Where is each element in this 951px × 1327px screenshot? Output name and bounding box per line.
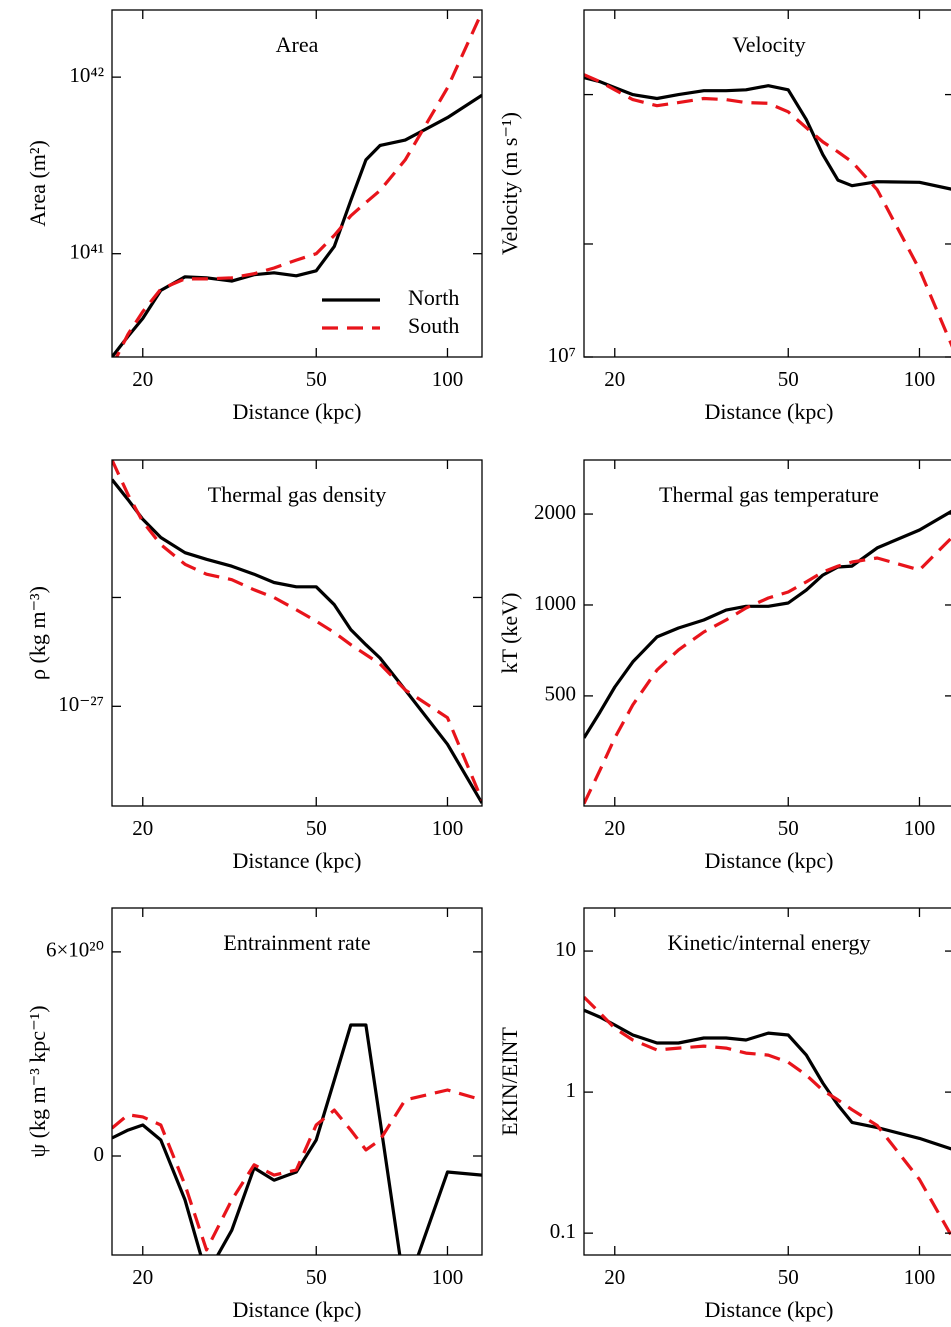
x-tick-label: 20 — [604, 367, 625, 391]
series-line — [584, 1008, 951, 1151]
panel-title: Entrainment rate — [223, 930, 370, 955]
panel-title: Area — [276, 32, 319, 57]
series-line — [584, 76, 951, 191]
y-tick-label: 500 — [545, 682, 577, 706]
plot-frame — [583, 9, 951, 358]
panel: 20 50 100 10⁷ Velocity Distance (kpc) Velocity… — [497, 9, 951, 424]
x-tick-label: 100 — [904, 367, 936, 391]
x-tick-label: 50 — [306, 367, 327, 391]
panel: 20 50 100 0 6×10²⁰ Entrainment rate Distance (… — [25, 907, 483, 1322]
x-tick-label: 20 — [604, 1265, 625, 1289]
y-tick-label: 10⁻²⁷ — [58, 692, 104, 716]
y-axis-label: kT (keV) — [497, 593, 522, 674]
y-axis-label: Velocity (m s⁻¹) — [497, 112, 522, 255]
x-tick-label: 100 — [432, 816, 464, 840]
x-tick-label: 100 — [904, 816, 936, 840]
series-line — [584, 509, 951, 739]
legend-label: South — [408, 313, 459, 338]
plot-frame — [111, 459, 483, 807]
legend-label: North — [408, 285, 459, 310]
y-tick-label: 6×10²⁰ — [46, 938, 104, 962]
y-tick-label: 0.1 — [550, 1219, 576, 1243]
x-tick-label: 50 — [306, 1265, 327, 1289]
x-axis-label: Distance (kpc) — [233, 848, 362, 873]
x-axis-label: Distance (kpc) — [233, 399, 362, 424]
x-tick-label: 100 — [432, 367, 464, 391]
panel: 20 50 100 10⁻²⁷ Thermal gas density Distance … — [25, 459, 483, 873]
x-tick-label: 20 — [132, 1265, 153, 1289]
plot-frame — [111, 907, 483, 1256]
x-tick-label: 20 — [132, 367, 153, 391]
panel: 20 50 100 0.1 1 10 Kinetic/internal energy Dist… — [497, 907, 951, 1322]
y-tick-label: 10 — [555, 937, 576, 961]
panel: 20 50 100 10⁴¹ 10⁴² Area Distance (kpc) Area (m… — [25, 9, 483, 424]
x-tick-label: 50 — [778, 1265, 799, 1289]
plot-frame — [583, 907, 951, 1256]
y-tick-label: 2000 — [534, 500, 576, 524]
panel: 20 50 100 500 1000 2000 Thermal gas temperatur… — [497, 459, 951, 873]
x-tick-label: 100 — [904, 1265, 936, 1289]
panel-title: Thermal gas density — [208, 482, 386, 507]
x-axis-label: Distance (kpc) — [705, 399, 834, 424]
series-line — [584, 73, 951, 348]
series-line — [112, 460, 482, 801]
x-tick-label: 50 — [778, 816, 799, 840]
series-line — [112, 1023, 482, 1255]
y-tick-label: 10⁴² — [69, 63, 104, 87]
x-tick-label: 50 — [778, 367, 799, 391]
y-axis-label: Area (m²) — [25, 140, 50, 227]
x-axis-label: Distance (kpc) — [233, 1297, 362, 1322]
panel-title: Kinetic/internal energy — [667, 930, 870, 955]
y-axis-label: EKIN/EINT — [497, 1027, 522, 1136]
y-axis-label: ρ (kg m⁻³) — [25, 586, 50, 680]
y-tick-label: 0 — [94, 1142, 105, 1166]
series-line — [112, 478, 482, 804]
y-tick-label: 1 — [566, 1078, 577, 1102]
x-tick-label: 20 — [132, 816, 153, 840]
y-tick-label: 10⁴¹ — [69, 240, 104, 264]
x-axis-label: Distance (kpc) — [705, 1297, 834, 1322]
y-tick-label: 10⁷ — [548, 343, 576, 367]
series-line — [112, 1088, 482, 1252]
x-tick-label: 100 — [432, 1265, 464, 1289]
series-line — [584, 536, 951, 805]
plot-frame — [583, 459, 951, 807]
x-tick-label: 20 — [604, 816, 625, 840]
y-axis-label: ψ (kg m⁻³ kpc⁻¹) — [25, 1005, 50, 1157]
x-axis-label: Distance (kpc) — [705, 848, 834, 873]
series-line — [114, 11, 482, 357]
x-tick-label: 50 — [306, 816, 327, 840]
panel-title: Thermal gas temperature — [659, 482, 879, 507]
y-tick-label: 1000 — [534, 591, 576, 615]
series-line — [584, 995, 951, 1239]
plot-frame — [111, 9, 483, 358]
panel-title: Velocity — [732, 32, 805, 57]
